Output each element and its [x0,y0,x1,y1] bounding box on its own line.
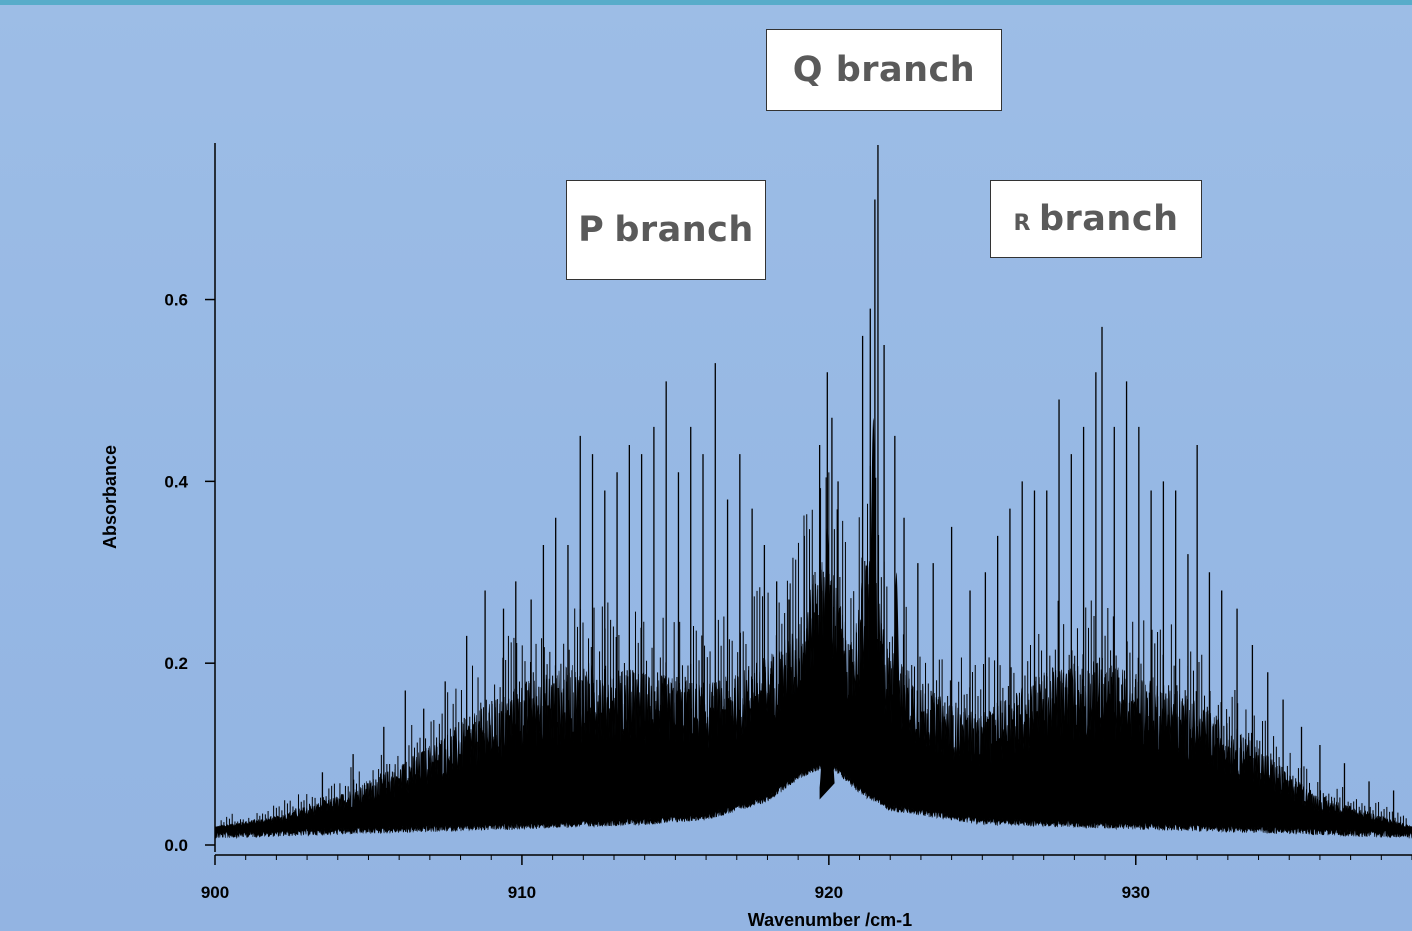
q-branch-hump [866,417,880,800]
r-branch-label: R branch [990,180,1202,258]
x-tick-label: 930 [1122,883,1150,902]
p-branch-label-text: branch [614,210,754,250]
x-tick-label: 910 [508,883,536,902]
spectrum-peaks [220,145,1407,832]
q-branch-label: Q branch [766,29,1002,111]
p-branch-label-prefix: P [578,210,605,250]
x-axis-label: Wavenumber /cm-1 [748,910,912,930]
top-accent-strip [0,0,1412,5]
x-tick-label: 900 [201,883,229,902]
y-tick-label: 0.6 [164,291,188,310]
y-axis-ticks: 0.0 0.2 0.4 0.6 [164,291,215,855]
y-tick-label: 0.4 [164,472,188,491]
y-tick-label: 0.0 [164,836,188,855]
plot-area [214,145,1412,840]
y-tick-label: 0.2 [164,654,188,673]
x-tick-label: 920 [815,883,843,902]
axes: 0.0 0.2 0.4 0.6 900 910 920 930 [164,143,1412,902]
q-branch-hump [890,572,903,800]
r-branch-label-text: branch [1038,199,1179,239]
q-branch-hump [819,526,835,800]
q-branch-label-text: Q branch [792,50,976,90]
x-axis-ticks: 900 910 920 930 [201,855,1412,902]
y-axis-label: Absorbance [100,445,120,549]
p-branch-label: P branch [566,180,766,280]
r-branch-label-prefix: R [1013,210,1031,236]
